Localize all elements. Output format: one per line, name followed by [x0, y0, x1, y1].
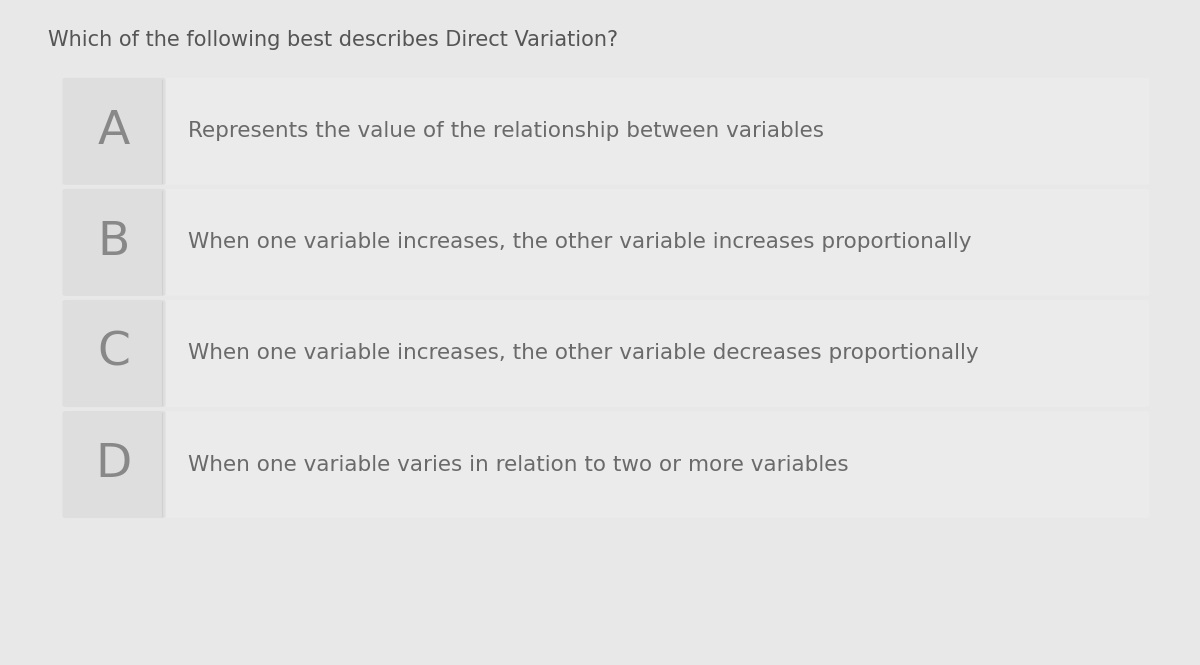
Text: When one variable increases, the other variable increases proportionally: When one variable increases, the other v…	[188, 232, 972, 253]
Text: Represents the value of the relationship between variables: Represents the value of the relationship…	[188, 121, 824, 142]
FancyBboxPatch shape	[62, 300, 1150, 407]
Text: When one variable varies in relation to two or more variables: When one variable varies in relation to …	[188, 455, 850, 475]
Text: Which of the following best describes Direct Variation?: Which of the following best describes Di…	[48, 30, 618, 50]
FancyBboxPatch shape	[62, 78, 1150, 185]
FancyBboxPatch shape	[62, 189, 166, 296]
Text: When one variable increases, the other variable decreases proportionally: When one variable increases, the other v…	[188, 344, 979, 364]
FancyBboxPatch shape	[62, 78, 166, 185]
Text: A: A	[98, 109, 130, 154]
Text: C: C	[97, 331, 131, 376]
FancyBboxPatch shape	[62, 300, 166, 407]
Text: D: D	[96, 442, 132, 487]
FancyBboxPatch shape	[62, 411, 1150, 518]
FancyBboxPatch shape	[62, 411, 166, 518]
Text: B: B	[98, 220, 130, 265]
FancyBboxPatch shape	[62, 189, 1150, 296]
